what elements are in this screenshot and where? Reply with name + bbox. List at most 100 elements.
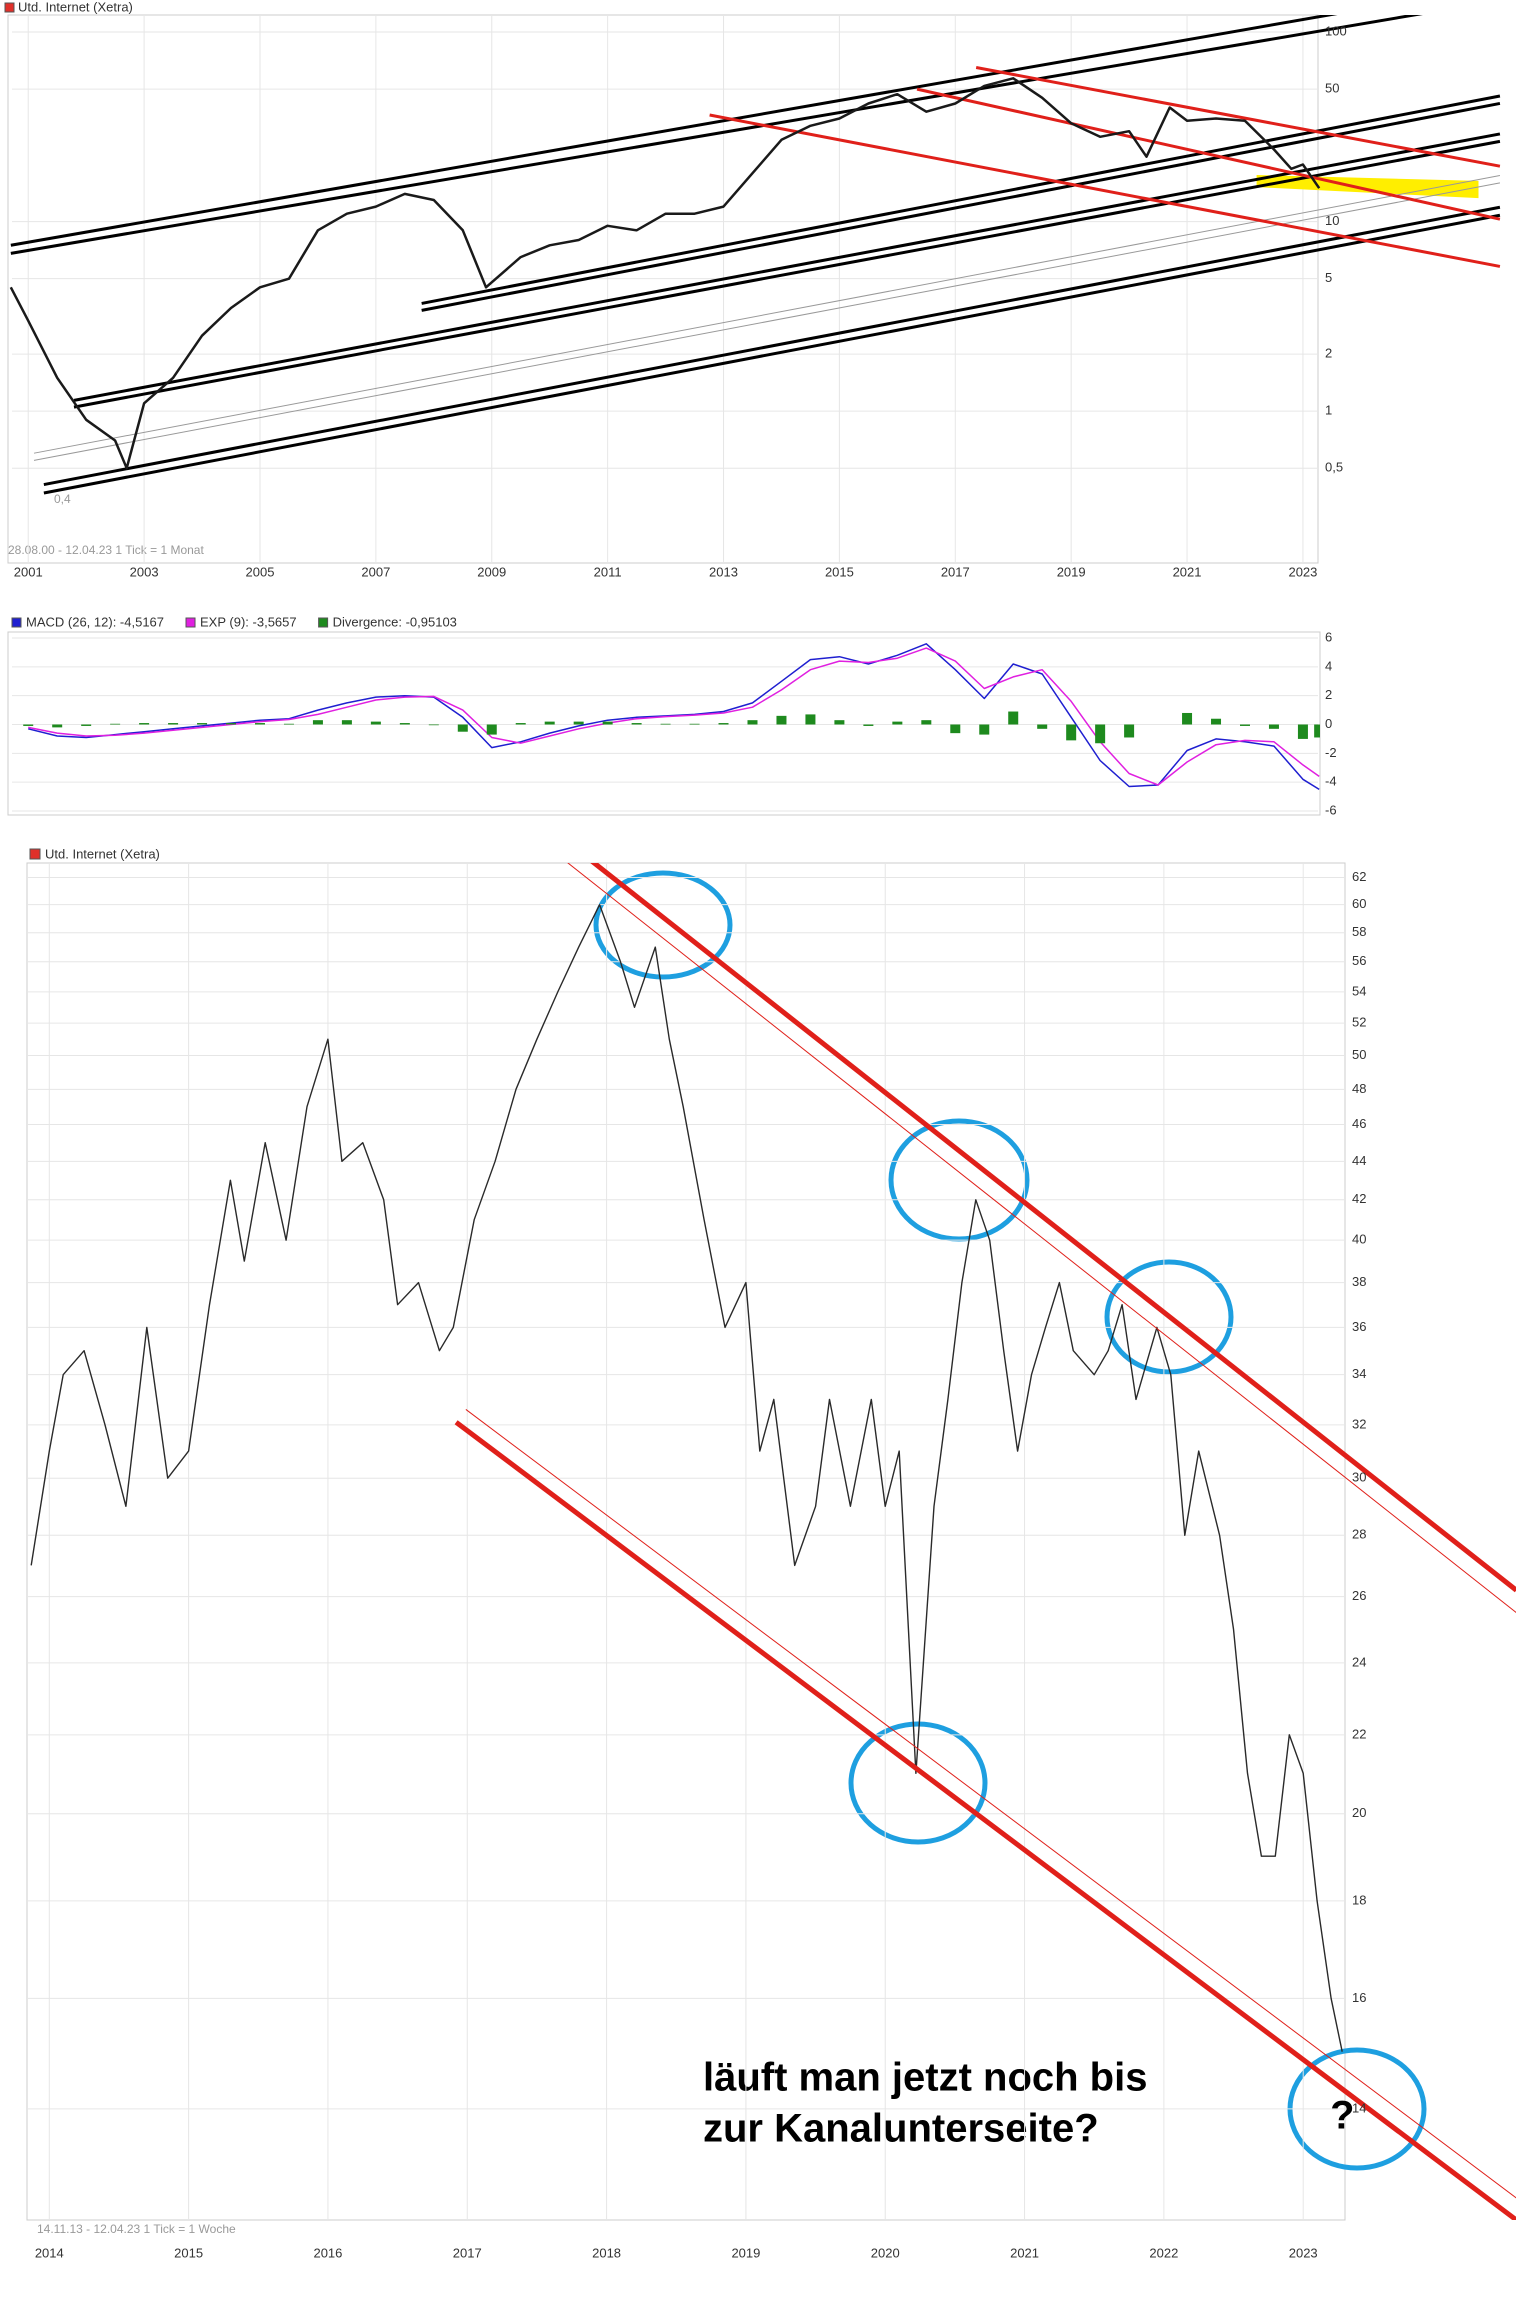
bar — [1037, 724, 1048, 729]
bar — [863, 724, 874, 726]
y-tick-label: 26 — [1352, 1588, 1366, 1603]
bar — [834, 720, 845, 725]
bar — [1297, 724, 1308, 739]
highlight-circles — [593, 870, 1427, 2171]
bar — [1314, 724, 1320, 738]
y-tick-label: 34 — [1352, 1366, 1366, 1381]
bar — [23, 724, 34, 726]
y-tick-label: 42 — [1352, 1191, 1366, 1206]
y-tick-label: 1 — [1325, 403, 1332, 418]
bar — [457, 724, 468, 732]
x-tick-label: 2011 — [594, 564, 622, 579]
x-tick-label: 2017 — [941, 564, 970, 579]
y-tick-label: 2 — [1325, 687, 1332, 702]
trend-line — [43, 213, 1501, 495]
legend-swatch — [29, 848, 41, 860]
plot-area — [9, 15, 1501, 562]
trend-line — [33, 182, 1501, 461]
bar — [1268, 724, 1279, 729]
bar — [718, 723, 729, 725]
x-tick-label: 2005 — [246, 564, 275, 579]
x-tick-label: 2019 — [1057, 564, 1086, 579]
bar — [312, 720, 323, 725]
bar — [892, 721, 903, 725]
bar — [1211, 718, 1222, 725]
price-line — [28, 647, 1320, 786]
y-tick-label: 36 — [1352, 1319, 1366, 1334]
y-tick-label: 10 — [1325, 213, 1339, 228]
low-label: 0,4 — [54, 492, 71, 506]
x-tick-label: 2003 — [130, 564, 159, 579]
legend-swatch — [318, 617, 329, 628]
trend-line — [73, 139, 1501, 409]
x-tick-label: 2016 — [313, 2245, 342, 2260]
highlight-area — [1256, 175, 1479, 199]
plot-area — [27, 863, 1516, 2220]
bar — [573, 721, 584, 725]
bar — [81, 724, 92, 726]
bar — [515, 723, 526, 725]
bar — [602, 721, 613, 725]
y-tick-label: 48 — [1352, 1081, 1366, 1096]
y-tick-label: 38 — [1352, 1274, 1366, 1289]
y-tick-label: 58 — [1352, 924, 1366, 939]
bar — [1008, 711, 1019, 725]
y-tick-label: 52 — [1352, 1015, 1366, 1030]
y-tick-label: -2 — [1325, 745, 1337, 760]
y-tick-label: 50 — [1325, 81, 1339, 96]
bar — [1095, 724, 1106, 744]
plot-frame — [7, 631, 1321, 816]
legend-swatch — [4, 2, 15, 13]
x-tick-label: 2014 — [35, 2245, 64, 2260]
price-line — [9, 77, 1321, 470]
bar — [631, 723, 642, 725]
price-line — [30, 904, 1343, 2052]
x-tick-label: 2015 — [174, 2245, 203, 2260]
chart-note: 28.08.00 - 12.04.23 1 Tick = 1 Monat — [8, 543, 204, 557]
bar — [1239, 724, 1250, 726]
plot-frame — [26, 862, 1346, 2221]
bar — [1124, 724, 1135, 738]
bar — [399, 723, 410, 725]
y-tick-label: 14 — [1352, 2100, 1366, 2115]
trend-line — [590, 863, 1516, 1593]
y-tick-label: 54 — [1352, 983, 1366, 998]
plot-area — [12, 637, 1320, 812]
bar — [1182, 712, 1193, 725]
trend-line — [567, 863, 1516, 1614]
annotation-text: ? — [1330, 2094, 1354, 2138]
bar — [226, 723, 237, 725]
bar — [660, 723, 671, 725]
y-tick-label: -4 — [1325, 774, 1337, 789]
bar — [979, 724, 990, 735]
bar — [486, 724, 497, 735]
y-tick-label: 56 — [1352, 953, 1366, 968]
legend-label: EXP (9): -3,5657 — [200, 614, 297, 629]
y-tick-label: 0 — [1325, 716, 1332, 731]
legend-swatch — [185, 617, 196, 628]
trend-line — [465, 1409, 1516, 2199]
bar — [544, 721, 555, 725]
bar — [950, 724, 961, 734]
trend-line — [975, 66, 1501, 168]
y-tick-label: 22 — [1352, 1726, 1366, 1741]
y-tick-label: 18 — [1352, 1892, 1366, 1907]
y-tick-label: 5 — [1325, 270, 1332, 285]
y-tick-label: 20 — [1352, 1805, 1366, 1820]
legend-swatch — [11, 617, 22, 628]
y-tick-label: -6 — [1325, 802, 1337, 817]
bar — [805, 714, 816, 725]
y-tick-label: 16 — [1352, 1990, 1366, 2005]
bar — [254, 723, 265, 725]
plot-frame — [7, 14, 1319, 564]
y-tick-label: 40 — [1352, 1232, 1366, 1247]
y-tick-label: 50 — [1352, 1047, 1366, 1062]
y-tick-label: 100 — [1325, 23, 1347, 38]
y-tick-label: 28 — [1352, 1527, 1366, 1542]
x-tick-label: 2023 — [1288, 564, 1317, 579]
trend-line — [916, 87, 1501, 221]
bar — [370, 721, 381, 725]
trend-line — [10, 15, 1338, 247]
trend-line — [43, 205, 1501, 487]
x-tick-label: 2023 — [1289, 2245, 1318, 2260]
